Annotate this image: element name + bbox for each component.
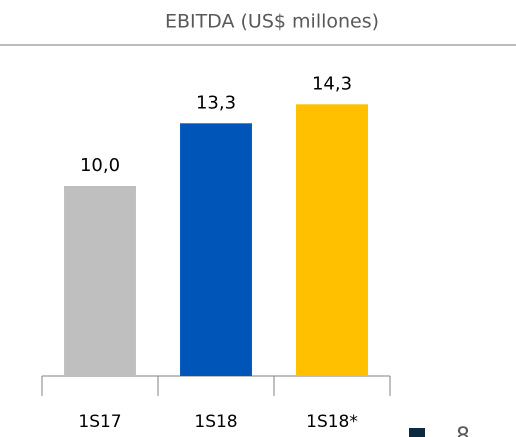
bar xyxy=(296,104,368,377)
value-label: 10,0 xyxy=(80,155,120,176)
x-tick-label: 1S18* xyxy=(306,412,358,432)
x-tick-label: 1S18 xyxy=(194,412,237,432)
chart-title: EBITDA (US$ millones) xyxy=(165,11,379,33)
bar xyxy=(64,186,136,376)
value-label: 13,3 xyxy=(196,92,236,113)
page-number: 8 xyxy=(456,424,470,437)
bar xyxy=(180,123,252,376)
footer-square xyxy=(409,428,425,437)
x-tick-label: 1S17 xyxy=(78,412,121,432)
value-label: 14,3 xyxy=(312,73,352,94)
